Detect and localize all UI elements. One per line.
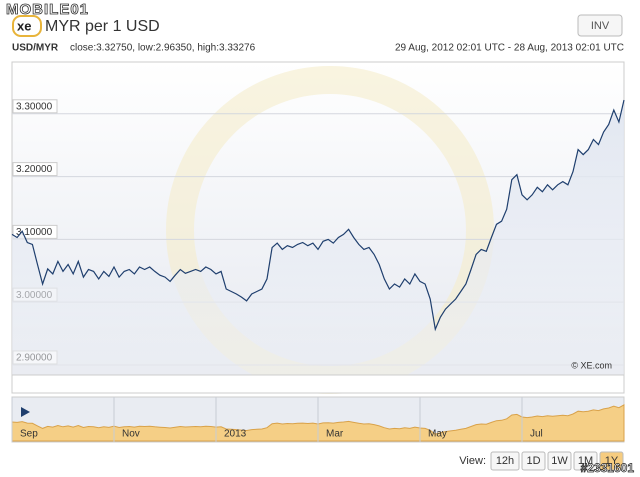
view-label: View: bbox=[459, 455, 486, 467]
logo-frame bbox=[12, 15, 42, 37]
y-tick-label: 3.20000 bbox=[16, 164, 53, 175]
area bbox=[12, 100, 624, 375]
navigator-label: Jul bbox=[530, 429, 543, 440]
pair: USD/MYR bbox=[12, 43, 59, 54]
range-button-label[interactable]: 1Y bbox=[605, 455, 619, 467]
play-icon[interactable] bbox=[21, 407, 30, 417]
watermark: MOBILE01 bbox=[6, 1, 89, 18]
range-button-label[interactable]: 1D bbox=[526, 455, 540, 467]
navigator-label: Nov bbox=[122, 429, 140, 440]
navigator-label: 2013 bbox=[224, 429, 247, 440]
invert-label[interactable]: INV bbox=[591, 20, 610, 32]
range-button[interactable] bbox=[599, 451, 624, 471]
stats: close:3.32750, low:2.96350, high:3.33276 bbox=[70, 43, 256, 54]
navigator-label: Sep bbox=[20, 429, 38, 440]
range-button-label[interactable]: 1M bbox=[578, 455, 593, 467]
x-axis bbox=[11, 374, 625, 394]
invert-button[interactable] bbox=[577, 14, 623, 37]
range-button-label[interactable]: 1W bbox=[551, 455, 568, 467]
y-tick-box bbox=[12, 99, 58, 114]
date-range: 29 Aug, 2012 02:01 UTC - 28 Aug, 2013 02… bbox=[395, 43, 624, 54]
range-button[interactable] bbox=[490, 451, 520, 471]
range-button[interactable] bbox=[547, 451, 572, 471]
watermark: #2331601 bbox=[581, 461, 635, 475]
range-button[interactable] bbox=[573, 451, 598, 471]
line bbox=[11, 99, 625, 332]
navigator-area bbox=[11, 404, 625, 442]
y-tick-label: 3.10000 bbox=[16, 227, 53, 238]
title: MYR per 1 USD bbox=[45, 18, 160, 35]
y-tick-label: 3.30000 bbox=[16, 101, 53, 112]
y-tick-box bbox=[12, 162, 58, 177]
range-button-label[interactable]: 12h bbox=[496, 455, 514, 467]
credit: © XE.com bbox=[571, 360, 612, 370]
navigator-label: Mar bbox=[326, 429, 344, 440]
navigator-label: May bbox=[428, 429, 447, 440]
range-button[interactable] bbox=[521, 451, 546, 471]
logo: xe bbox=[17, 18, 31, 33]
